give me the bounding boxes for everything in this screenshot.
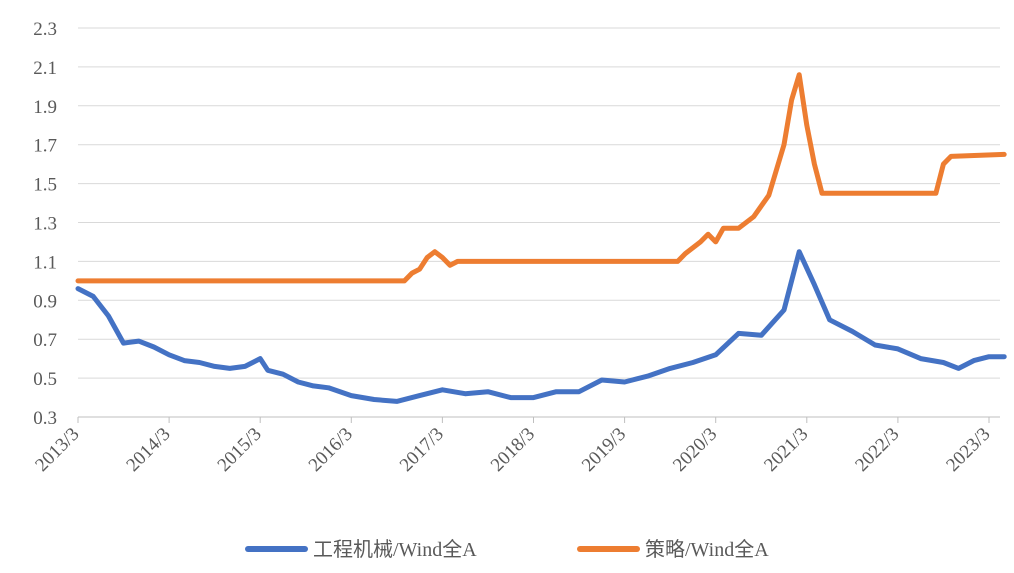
y-tick-label: 0.5 <box>33 369 57 390</box>
x-tick-label: 2014/3 <box>122 424 174 476</box>
series-lines <box>75 72 1007 404</box>
series-line-1 <box>75 72 1007 284</box>
y-tick-label: 0.9 <box>33 291 57 312</box>
y-tick-label: 0.7 <box>33 330 57 351</box>
gridlines <box>78 27 1000 418</box>
x-tick-label: 2016/3 <box>305 424 357 476</box>
series-line-0 <box>75 249 1007 404</box>
x-tick-label: 2015/3 <box>214 424 266 476</box>
x-tick-label: 2023/3 <box>942 424 994 476</box>
x-tick-label: 2017/3 <box>396 424 448 476</box>
x-tick-label: 2022/3 <box>851 424 903 476</box>
y-tick-label: 1.3 <box>33 214 57 235</box>
legend-label-engineering-machinery: 工程机械/Wind全A <box>313 538 477 561</box>
x-tick-label: 2021/3 <box>760 424 812 476</box>
y-tick-label: 1.1 <box>33 252 57 273</box>
legend: 工程机械/Wind全A 策略/Wind全A <box>245 538 769 561</box>
y-axis-ticks: 0.3 0.5 0.7 0.9 1.1 1.3 1.5 1.7 1.9 2.1 2.3 <box>33 19 57 429</box>
y-tick-label: 1.5 <box>33 175 57 196</box>
y-tick-label: 1.9 <box>33 97 57 118</box>
x-tick-label: 2013/3 <box>31 424 83 476</box>
y-tick-label: 0.3 <box>33 408 57 429</box>
y-tick-label: 2.1 <box>33 58 57 79</box>
y-tick-label: 2.3 <box>33 19 57 40</box>
x-tick-label: 2019/3 <box>578 424 630 476</box>
x-axis-ticks: 2013/3 2014/3 2015/3 2016/3 2017/3 2018/3 2019… <box>31 417 995 476</box>
x-tick-label: 2018/3 <box>487 424 539 476</box>
x-tick-label: 2020/3 <box>669 424 721 476</box>
y-tick-label: 1.7 <box>33 136 57 157</box>
legend-label-strategy: 策略/Wind全A <box>645 538 769 561</box>
